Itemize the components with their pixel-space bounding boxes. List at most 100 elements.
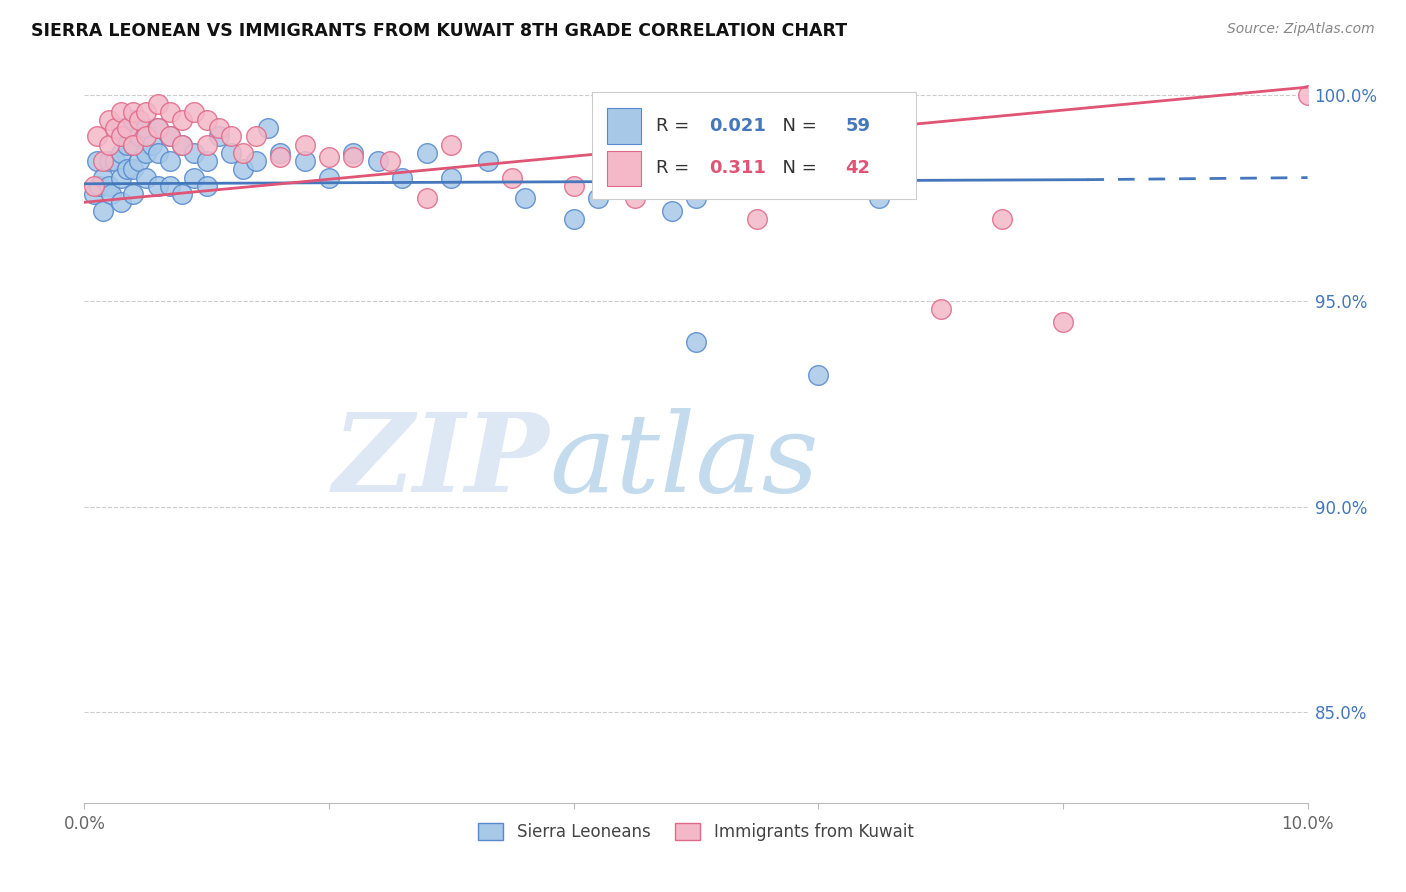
Point <box>122 162 145 177</box>
Point <box>104 154 127 169</box>
Point <box>1052 314 1074 328</box>
Text: ZIP: ZIP <box>333 409 550 516</box>
Point <box>257 121 280 136</box>
Point <box>1296 88 1319 103</box>
Point <box>172 137 194 152</box>
Point <box>318 150 340 164</box>
Point <box>122 137 145 152</box>
Point <box>110 170 132 185</box>
Point <box>97 113 120 128</box>
Point <box>135 121 157 136</box>
Point <box>146 145 169 160</box>
Point <box>502 170 524 185</box>
Point <box>172 137 194 152</box>
Point <box>91 203 114 218</box>
Point <box>97 178 120 193</box>
Point <box>269 150 291 164</box>
Text: atlas: atlas <box>550 409 818 516</box>
Point <box>685 191 707 205</box>
Point <box>562 211 585 226</box>
Text: 0.021: 0.021 <box>710 117 766 135</box>
Point <box>586 191 609 205</box>
Point <box>115 137 138 152</box>
Point <box>159 129 181 144</box>
Point <box>128 113 150 128</box>
Point <box>318 170 340 185</box>
Point <box>294 137 316 152</box>
Point <box>208 129 231 144</box>
Point <box>342 145 364 160</box>
Point <box>807 368 830 382</box>
Point <box>416 145 439 160</box>
Point <box>195 113 218 128</box>
Point <box>128 129 150 144</box>
Text: N =: N = <box>770 160 823 178</box>
Point <box>380 154 402 169</box>
Point <box>183 104 205 119</box>
Point <box>208 121 231 136</box>
Point <box>477 154 499 169</box>
Point <box>232 162 254 177</box>
Point <box>115 121 138 136</box>
Text: 59: 59 <box>845 117 870 135</box>
Point <box>110 104 132 119</box>
Point <box>367 154 389 169</box>
Point <box>391 170 413 185</box>
Point <box>624 191 647 205</box>
FancyBboxPatch shape <box>592 92 917 200</box>
Point <box>110 129 132 144</box>
Point <box>183 145 205 160</box>
Point <box>869 191 891 205</box>
Point <box>232 145 254 160</box>
Point <box>991 211 1014 226</box>
Point <box>115 162 138 177</box>
Point <box>146 121 169 136</box>
Point <box>122 104 145 119</box>
Point <box>269 145 291 160</box>
Point <box>440 170 463 185</box>
Point <box>159 129 181 144</box>
Point <box>562 178 585 193</box>
Point <box>195 178 218 193</box>
Point <box>83 187 105 202</box>
Legend: Sierra Leoneans, Immigrants from Kuwait: Sierra Leoneans, Immigrants from Kuwait <box>471 816 921 847</box>
Point <box>747 211 769 226</box>
Point <box>342 150 364 164</box>
Point <box>929 302 952 317</box>
Point <box>146 121 169 136</box>
Point <box>159 104 181 119</box>
Point <box>91 154 114 169</box>
Point <box>135 104 157 119</box>
Point <box>195 154 218 169</box>
Point <box>87 178 110 193</box>
Point <box>245 154 267 169</box>
Point <box>159 154 181 169</box>
Text: R =: R = <box>655 160 695 178</box>
Point <box>294 154 316 169</box>
Point <box>122 113 145 128</box>
Point <box>97 137 120 152</box>
Point <box>135 129 157 144</box>
Point <box>141 137 163 152</box>
Point <box>122 137 145 152</box>
Point <box>83 178 105 193</box>
Text: SIERRA LEONEAN VS IMMIGRANTS FROM KUWAIT 8TH GRADE CORRELATION CHART: SIERRA LEONEAN VS IMMIGRANTS FROM KUWAIT… <box>31 22 846 40</box>
Point <box>86 129 108 144</box>
Point <box>172 187 194 202</box>
Point <box>661 203 683 218</box>
Point <box>172 113 194 128</box>
Point <box>146 96 169 111</box>
Point <box>104 121 127 136</box>
FancyBboxPatch shape <box>606 108 641 144</box>
Point <box>219 129 242 144</box>
Point <box>159 178 181 193</box>
Point <box>245 129 267 144</box>
FancyBboxPatch shape <box>606 151 641 186</box>
Point <box>128 154 150 169</box>
Point <box>110 121 132 136</box>
Point <box>122 187 145 202</box>
Point <box>110 145 132 160</box>
Text: N =: N = <box>770 117 823 135</box>
Point <box>183 170 205 185</box>
Point <box>110 195 132 210</box>
